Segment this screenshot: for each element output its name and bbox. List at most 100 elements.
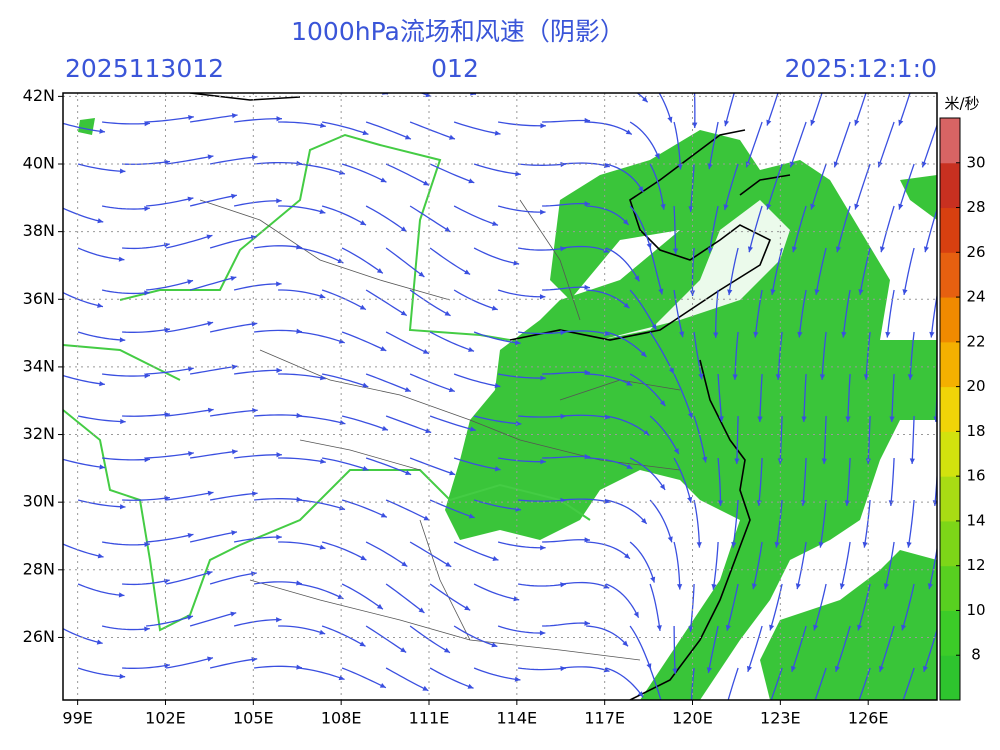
- streamline: [146, 367, 194, 375]
- colorbar-unit: 米/秒: [944, 95, 979, 113]
- streamline: [689, 583, 695, 632]
- colorbar-segment: [940, 565, 960, 611]
- streamline: [752, 541, 763, 590]
- arrowhead: [320, 122, 326, 129]
- streamline: [429, 163, 475, 184]
- streamline: [886, 289, 895, 338]
- arrowhead: [207, 321, 214, 327]
- streamline: [629, 457, 666, 491]
- arrowhead: [319, 629, 326, 635]
- streamline: [209, 322, 258, 333]
- colorbar-segment: [940, 252, 960, 298]
- arrowhead: [97, 302, 103, 308]
- arrowhead: [814, 289, 820, 295]
- arrowhead: [376, 603, 383, 610]
- arrowhead: [622, 219, 629, 225]
- arrowhead: [494, 382, 501, 389]
- streamline: [209, 572, 257, 585]
- streamline: [454, 710, 500, 723]
- arrowhead: [144, 206, 150, 212]
- streamline: [209, 409, 258, 417]
- y-tick-label: 32N: [23, 424, 55, 443]
- arrowhead: [339, 505, 346, 511]
- coastline: [189, 93, 791, 700]
- arrowhead: [97, 553, 104, 559]
- arrowhead: [540, 712, 545, 717]
- streamline: [903, 247, 915, 296]
- arrowhead: [902, 289, 908, 295]
- arrowhead: [584, 620, 590, 626]
- streamline: [63, 543, 104, 558]
- arrowhead: [637, 691, 644, 698]
- arrowhead: [835, 246, 841, 253]
- arrowhead: [638, 186, 644, 193]
- arrowhead: [667, 116, 673, 123]
- arrowhead: [276, 704, 281, 709]
- streamline: [693, 93, 696, 128]
- arrowhead: [99, 464, 106, 470]
- streamline: [747, 625, 763, 673]
- arrowhead: [769, 624, 775, 631]
- arrowhead: [584, 284, 590, 290]
- x-tick-label: 123E: [760, 709, 801, 728]
- arrowhead: [879, 246, 885, 253]
- arrowhead: [707, 247, 713, 254]
- arrowhead: [854, 119, 860, 126]
- streamline: [63, 458, 106, 469]
- arrowhead: [400, 647, 407, 653]
- streamline: [605, 667, 644, 698]
- arrowhead: [230, 275, 237, 282]
- arrowhead: [448, 134, 455, 140]
- y-tick-label: 34N: [23, 356, 55, 375]
- arrowhead: [187, 532, 194, 539]
- streamline: [341, 415, 389, 431]
- streamline: [759, 373, 763, 422]
- streamline: [758, 457, 763, 506]
- streamline: [122, 579, 170, 586]
- arrowhead: [813, 624, 819, 631]
- arrowhead: [513, 260, 520, 266]
- streamline: [385, 415, 432, 434]
- streamline: [77, 331, 126, 341]
- streamline: [122, 328, 171, 333]
- streamline: [429, 415, 477, 431]
- streamline: [189, 612, 237, 627]
- streamline: [122, 413, 171, 417]
- arrowhead: [338, 169, 345, 175]
- arrowhead: [118, 592, 125, 598]
- streamline: [815, 247, 827, 296]
- x-tick-label: 126E: [848, 709, 889, 728]
- streamline: [542, 371, 591, 375]
- arrowhead: [810, 119, 816, 126]
- streamline: [911, 415, 915, 464]
- streamline: [453, 373, 501, 388]
- streamline: [165, 321, 214, 333]
- arrowhead: [633, 611, 639, 618]
- arrowhead: [540, 123, 546, 129]
- arrowhead: [560, 246, 566, 252]
- streamline: [122, 496, 171, 501]
- arrowhead: [99, 381, 105, 387]
- streamline: [253, 581, 302, 585]
- streamline: [365, 625, 407, 653]
- arrowhead: [231, 193, 237, 199]
- streamline: [891, 373, 895, 422]
- arrowhead: [646, 663, 652, 670]
- arrowhead: [603, 667, 610, 673]
- streamline: [233, 618, 282, 627]
- streamline: [190, 702, 237, 710]
- colorbar-tick-label: 26: [966, 243, 985, 261]
- arrowhead: [492, 220, 499, 226]
- streamline: [409, 457, 456, 476]
- arrowhead: [491, 305, 498, 311]
- colorbar-tick-label: 8: [971, 646, 981, 664]
- map-body: [63, 93, 937, 723]
- arrowhead: [449, 470, 456, 476]
- arrowhead: [626, 464, 633, 469]
- streamline: [165, 234, 213, 249]
- arrowhead: [634, 275, 640, 282]
- arrowhead: [443, 647, 450, 653]
- arrowhead: [775, 374, 782, 380]
- streamline: [497, 625, 546, 634]
- streamline: [278, 625, 326, 635]
